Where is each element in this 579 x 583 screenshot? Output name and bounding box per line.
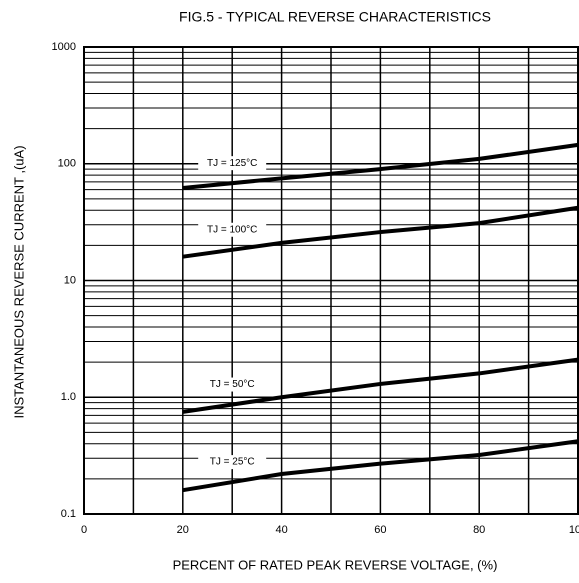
series-label: TJ = 50°C <box>210 379 255 390</box>
series-label: TJ = 100°C <box>207 224 257 235</box>
x-tick-label: 60 <box>374 524 386 536</box>
series-label: TJ = 125°C <box>207 158 257 169</box>
x-tick-label: 20 <box>177 524 189 536</box>
series-label-bg <box>198 377 267 392</box>
series-label-bg <box>198 156 267 171</box>
y-tick-label: 100 <box>58 158 76 170</box>
series-line <box>182 205 579 259</box>
x-tick-label: 40 <box>275 524 287 536</box>
y-axis-label: INSTANTANEOUS REVERSE CURRENT ,(uA) <box>11 145 26 418</box>
plot-frame <box>83 46 579 515</box>
series-line <box>182 357 579 414</box>
x-axis-label: PERCENT OF RATED PEAK REVERSE VOLTAGE, (… <box>173 557 498 572</box>
x-tick-label: 100 <box>569 524 579 536</box>
y-tick-label: 1.0 <box>61 391 76 403</box>
chart-title: FIG.5 - TYPICAL REVERSE CHARACTERISTICS <box>179 9 491 25</box>
y-tick-label: 10 <box>64 274 76 286</box>
y-tick-label: 1000 <box>52 41 76 53</box>
series-line <box>182 142 579 190</box>
series-label-bg <box>198 222 267 237</box>
x-tick-label: 80 <box>473 524 485 536</box>
series-line <box>182 439 579 493</box>
y-tick-label: 0.1 <box>61 508 76 520</box>
series-label: TJ = 25°C <box>210 457 255 468</box>
x-tick-label: 0 <box>81 524 87 536</box>
series-label-bg <box>198 455 267 470</box>
